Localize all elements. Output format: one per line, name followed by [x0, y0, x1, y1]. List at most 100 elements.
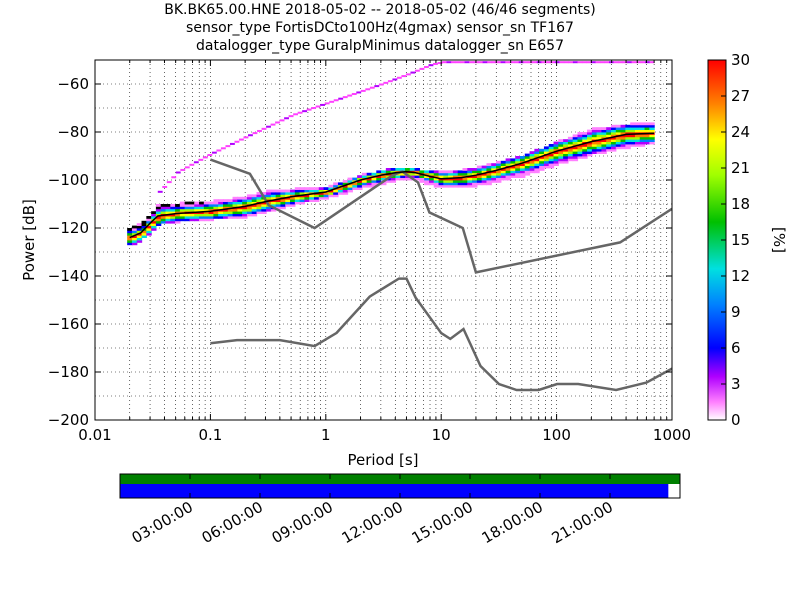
ppsd-cell: [424, 180, 430, 183]
ppsd-cell: [371, 177, 377, 181]
ppsd-outlier-cell: [645, 61, 650, 64]
ppsd-cell: [524, 160, 531, 164]
ppsd-cell: [294, 199, 301, 202]
ppsd-cell: [409, 172, 416, 176]
ppsd-cell: [644, 129, 650, 133]
ppsd-cell: [539, 165, 545, 169]
ppsd-cell: [170, 213, 176, 217]
ppsd-cell: [649, 122, 655, 126]
ppsd-cell: [275, 194, 282, 198]
ppsd-cell: [572, 146, 579, 150]
ppsd-cell: [285, 204, 291, 207]
ppsd-cell: [424, 182, 430, 186]
ppsd-cell: [558, 146, 564, 150]
ppsd-cell: [486, 172, 492, 176]
ppsd-cell: [222, 208, 229, 212]
time-tick-label: 06:00:00: [199, 498, 266, 547]
ppsd-cell: [371, 182, 377, 186]
ppsd-cell: [606, 144, 612, 147]
ppsd-cell: [553, 146, 559, 150]
ppsd-cell: [376, 175, 382, 178]
ppsd-cell: [337, 182, 344, 186]
ppsd-cell: [529, 153, 535, 157]
ppsd-cell: [558, 139, 564, 142]
ppsd-cell: [558, 153, 564, 157]
ppsd-cell: [357, 177, 363, 181]
ppsd-cell: [433, 182, 440, 186]
colorbar-tick-label: 24: [731, 123, 750, 141]
ppsd-cell: [524, 168, 531, 171]
ppsd-cell: [443, 170, 449, 174]
ppsd-cell: [476, 180, 483, 183]
y-tick-label: −100: [48, 171, 89, 189]
ppsd-outlier-cell: [491, 61, 497, 64]
ppsd-cell: [476, 168, 483, 171]
ppsd-cell: [591, 129, 598, 133]
ppsd-cell: [630, 141, 636, 145]
ppsd-cell: [486, 165, 492, 169]
colorbar-tick-label: 3: [731, 375, 741, 393]
ppsd-outlier-cell: [175, 171, 181, 174]
ppsd-cell: [587, 146, 593, 150]
ppsd-cell: [189, 208, 195, 212]
ppsd-cell: [347, 184, 353, 188]
ppsd-cell: [529, 151, 535, 154]
ppsd-cell: [352, 177, 358, 181]
low-noise-model-line: [210, 277, 672, 392]
ppsd-cell: [328, 187, 334, 190]
ppsd-cell: [246, 208, 253, 212]
ppsd-cell: [601, 129, 607, 133]
ppsd-cell: [361, 184, 368, 188]
ppsd-cell: [179, 213, 186, 217]
ppsd-cell: [428, 177, 435, 181]
ppsd-outlier-cell: [523, 61, 529, 64]
ppsd-outlier-cell: [532, 61, 538, 64]
ppsd-cell: [630, 127, 636, 130]
ppsd-cell: [131, 232, 138, 236]
ppsd-cell: [567, 153, 574, 157]
ppsd-cell: [534, 158, 540, 162]
ppsd-cell: [491, 175, 497, 178]
ppsd-cell: [543, 160, 550, 164]
ppsd-cell: [472, 182, 478, 186]
ppsd-cell: [577, 151, 583, 154]
ppsd-cell: [611, 144, 617, 147]
ppsd-cell: [486, 175, 492, 178]
ppsd-cell: [524, 156, 531, 159]
ppsd-cell: [611, 136, 617, 140]
ppsd-outlier-cell: [464, 61, 470, 64]
ppsd-cell: [462, 180, 468, 183]
ppsd-cell: [496, 165, 502, 169]
ppsd-cell: [304, 199, 310, 202]
ppsd-cell: [333, 182, 339, 186]
ppsd-cell: [146, 230, 152, 234]
ppsd-cell: [519, 165, 526, 169]
ppsd-cell: [366, 175, 373, 178]
ppsd-cell: [242, 199, 248, 202]
ppsd-cell: [127, 235, 133, 238]
ppsd-cell: [304, 196, 310, 200]
ppsd-cell: [131, 225, 138, 229]
ppsd-cell: [577, 132, 583, 135]
ppsd-cell: [548, 160, 555, 164]
ppsd-cell: [184, 218, 191, 222]
ppsd-cell: [462, 168, 468, 171]
ppsd-cell: [347, 187, 353, 190]
ppsd-cell: [194, 213, 200, 217]
ppsd-cell: [285, 192, 291, 195]
ppsd-cell: [591, 134, 598, 138]
ppsd-cell: [280, 204, 286, 207]
ppsd-cell: [433, 180, 440, 183]
ppsd-cell: [246, 196, 253, 200]
ppsd-outlier-cell: [410, 71, 416, 74]
ppsd-cell: [333, 189, 339, 193]
ppsd-cell: [630, 129, 636, 133]
ppsd-cell: [491, 170, 497, 174]
ppsd-cell: [639, 124, 646, 128]
ppsd-cell: [582, 144, 588, 147]
ppsd-cell: [199, 208, 205, 212]
ppsd-cell: [371, 172, 377, 176]
ppsd-cell: [472, 170, 478, 174]
ppsd-outlier-cell: [225, 145, 231, 148]
ppsd-cell: [285, 194, 291, 198]
